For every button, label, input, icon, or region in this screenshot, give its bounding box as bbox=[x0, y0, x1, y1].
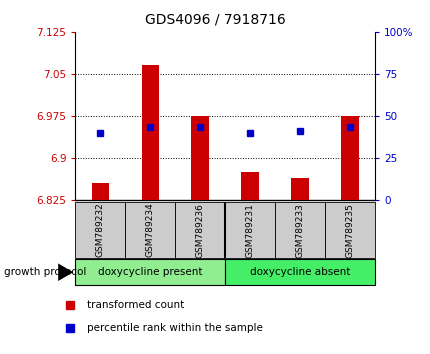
Polygon shape bbox=[58, 263, 73, 281]
Text: percentile rank within the sample: percentile rank within the sample bbox=[87, 323, 262, 333]
Bar bbox=[291, 178, 308, 200]
Bar bbox=[92, 183, 109, 200]
Bar bbox=[324, 202, 374, 258]
Text: growth protocol: growth protocol bbox=[4, 267, 86, 277]
Text: GSM789236: GSM789236 bbox=[195, 202, 204, 258]
Bar bbox=[75, 259, 224, 285]
Bar bbox=[224, 259, 374, 285]
Bar bbox=[191, 116, 209, 200]
Text: GSM789234: GSM789234 bbox=[145, 203, 154, 257]
Text: GSM789235: GSM789235 bbox=[345, 202, 354, 258]
Bar bbox=[341, 116, 358, 200]
Text: transformed count: transformed count bbox=[87, 300, 184, 310]
Bar bbox=[175, 202, 224, 258]
Bar bbox=[274, 202, 324, 258]
Bar bbox=[141, 65, 159, 200]
Bar bbox=[125, 202, 175, 258]
Bar bbox=[75, 202, 125, 258]
Text: GDS4096 / 7918716: GDS4096 / 7918716 bbox=[145, 12, 285, 27]
Text: doxycycline absent: doxycycline absent bbox=[249, 267, 350, 277]
Bar bbox=[241, 172, 258, 200]
Text: GSM789231: GSM789231 bbox=[245, 202, 254, 258]
Bar bbox=[224, 202, 274, 258]
Text: GSM789233: GSM789233 bbox=[295, 202, 304, 258]
Text: doxycycline present: doxycycline present bbox=[98, 267, 202, 277]
Text: GSM789232: GSM789232 bbox=[95, 203, 104, 257]
